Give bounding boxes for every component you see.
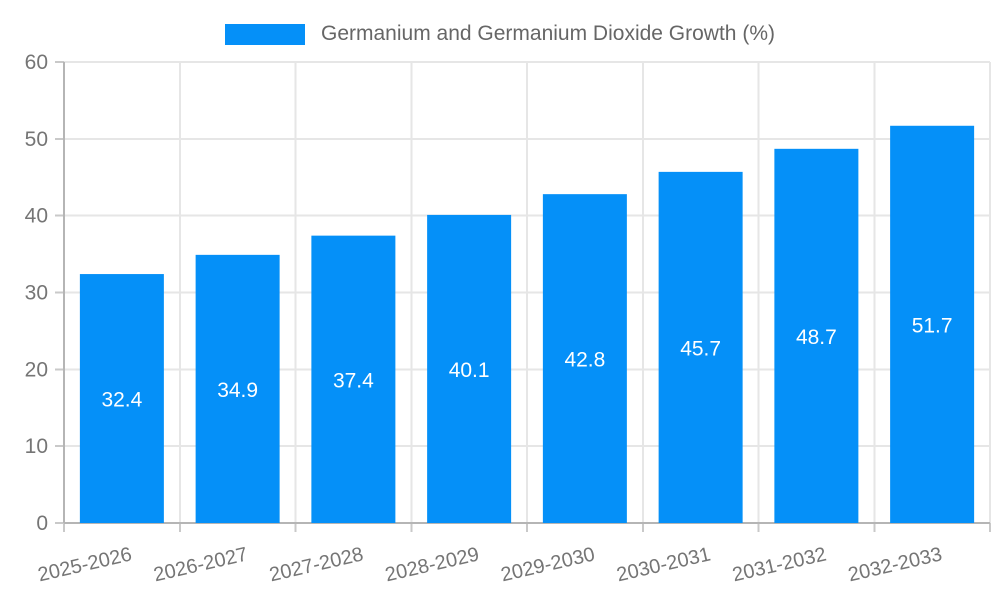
bar-value-label: 48.7 (796, 326, 837, 349)
bar-2032-2033[interactable] (890, 125, 975, 523)
y-tick-label: 30 (25, 282, 48, 305)
bar-value-label: 45.7 (680, 337, 721, 360)
bar-2028-2029[interactable] (427, 214, 512, 524)
bar-value-label: 34.9 (217, 379, 258, 402)
x-tick-label: 2027-2028 (267, 543, 365, 586)
x-tick-label: 2032-2033 (846, 543, 944, 586)
bar-value-label: 37.4 (333, 369, 374, 392)
bar-value-label: 32.4 (101, 389, 142, 412)
legend-swatch-icon (225, 23, 305, 45)
bar-2027-2028[interactable] (311, 235, 396, 524)
bar-value-label: 40.1 (449, 359, 490, 382)
bar-2030-2031[interactable] (658, 171, 743, 523)
legend-label: Germanium and Germanium Dioxide Growth (… (321, 22, 775, 45)
bar-2025-2026[interactable] (79, 274, 164, 523)
x-tick-label: 2026-2027 (152, 543, 250, 586)
chart-legend: Germanium and Germanium Dioxide Growth (… (0, 22, 1000, 46)
y-tick-label: 0 (36, 512, 48, 535)
bar-2026-2027[interactable] (195, 254, 280, 523)
y-tick-label: 40 (25, 205, 48, 228)
bar-value-label: 42.8 (564, 349, 605, 372)
x-tick-label: 2030-2031 (615, 543, 713, 586)
x-tick-label: 2025-2026 (36, 543, 134, 586)
x-tick-label: 2028-2029 (383, 543, 481, 586)
x-tick-label: 2029-2030 (499, 543, 597, 586)
legend-item-germanium-growth[interactable]: Germanium and Germanium Dioxide Growth (… (225, 22, 775, 46)
x-tick-label: 2031-2032 (730, 543, 828, 586)
bar-value-label: 51.7 (912, 314, 953, 337)
y-tick-label: 50 (25, 128, 48, 151)
y-tick-label: 10 (25, 435, 48, 458)
y-tick-label: 60 (25, 51, 48, 74)
y-tick-label: 20 (25, 358, 48, 381)
bar-2031-2032[interactable] (774, 148, 859, 524)
bar-2029-2030[interactable] (542, 194, 627, 524)
